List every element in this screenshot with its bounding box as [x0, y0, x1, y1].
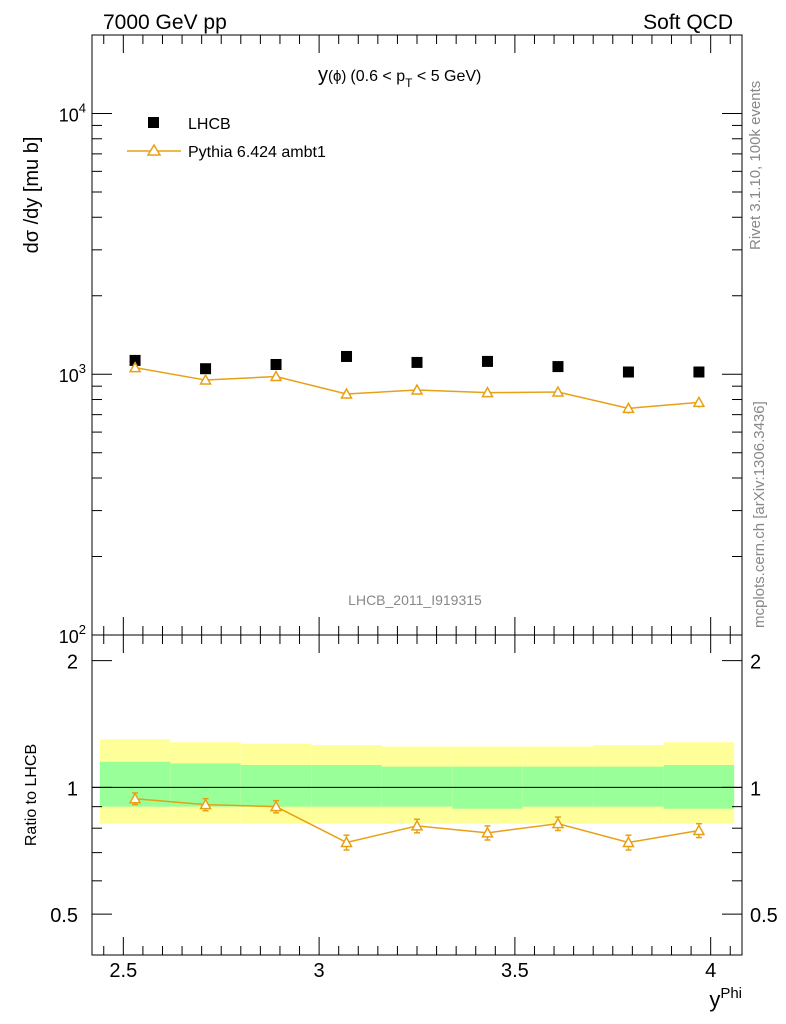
x-tick-label: 3: [314, 960, 325, 982]
main-plot-marks: [128, 350, 706, 414]
x-tick-label: 4: [705, 960, 716, 982]
lhcb-data-point: [411, 356, 423, 368]
main-y-tick-label-base: 10: [59, 366, 79, 386]
pythia-point: [340, 387, 353, 399]
band-inner-segment: [381, 766, 453, 807]
pythia-ratio-point: [199, 798, 212, 810]
pythia-point: [622, 401, 635, 414]
lhcb-data-point: [481, 355, 493, 367]
plot-title-phi: (ϕ): [328, 68, 346, 85]
pythia-point: [481, 386, 494, 398]
plot-title-range-post: < 5 GeV): [412, 68, 481, 85]
plot-title-y: y: [318, 64, 328, 86]
pythia-point: [128, 361, 142, 373]
pythia-point: [410, 383, 424, 395]
plot-title: y(ϕ) (0.6 < pT < 5 GeV): [318, 64, 481, 90]
main-y-tick-label-base: 10: [59, 105, 79, 125]
lhcb-data-point: [622, 366, 634, 378]
ratio-y-tick-label: 1: [67, 778, 78, 800]
band-inner-segment: [240, 765, 312, 807]
main-y-tick-label-base: 10: [59, 627, 79, 647]
main-y-tick-label-exp: 2: [79, 622, 86, 637]
x-axis-label-base: y: [709, 987, 720, 1012]
main-y-tick-label: 104: [59, 100, 86, 125]
ratio-bands: [99, 739, 735, 824]
ratio-plot-marks: [128, 792, 706, 851]
legend-label-lhcb: LHCB: [188, 116, 231, 133]
ratio-y-tick-label: 0.5: [50, 905, 78, 927]
x-axis-label-sup: Phi: [720, 985, 742, 1002]
header-left: 7000 GeV pp: [103, 11, 227, 34]
lhcb-data-point: [341, 350, 353, 362]
main-y-axis-label: dσ /dy [mu b]: [21, 137, 43, 254]
pythia-point: [199, 373, 212, 385]
lhcb-data-point: [693, 366, 705, 378]
legend-label-pythia: Pythia 6.424 ambt1: [188, 144, 326, 161]
main-y-tick-label-exp: 3: [79, 361, 86, 376]
pythia-ratio-point: [622, 835, 635, 848]
lhcb-data-point: [200, 363, 212, 375]
band-inner-segment: [593, 766, 664, 807]
plot-title-range-sub: T: [405, 76, 413, 90]
legend: LHCB Pythia 6.424 ambt1: [127, 116, 326, 161]
pythia-ratio-point: [481, 826, 494, 838]
source-reference-text: mcplots.cern.ch [arXiv:1306.3436]: [751, 401, 768, 628]
ratio-axis-ticks: 0.5 0.5 1 1 2 2 2.5 3 3.5 4: [50, 635, 778, 982]
pythia-ratio-point: [692, 823, 706, 836]
legend-marker-lhcb: [148, 117, 159, 128]
pythia-point: [269, 369, 283, 382]
legend-marker-pythia: [146, 143, 162, 156]
plot-title-range-pre: (0.6 < p: [350, 68, 405, 85]
lhcb-data-point: [129, 354, 141, 366]
rivet-version-text: Rivet 3.1.10, 100k events: [747, 81, 764, 250]
ratio-y-tick-label-right: 1: [750, 778, 761, 800]
band-inner-segment: [663, 765, 735, 809]
pythia-ratio-point: [551, 817, 565, 829]
x-axis-label: yPhi: [709, 985, 742, 1012]
lhcb-data-point: [270, 358, 282, 370]
ratio-y-tick-label-right: 0.5: [750, 905, 778, 927]
pythia-point: [551, 385, 565, 397]
header-right: Soft QCD: [643, 11, 733, 34]
x-tick-label: 3.5: [501, 960, 529, 982]
ratio-y-tick-label: 2: [67, 652, 78, 674]
band-inner-segment: [311, 765, 382, 807]
main-y-tick-label: 103: [59, 361, 86, 386]
band-inner-segment: [522, 766, 594, 807]
x-tick-label: 2.5: [109, 960, 137, 982]
ratio-y-tick-label-right: 2: [750, 652, 761, 674]
pythia-ratio-point: [340, 835, 353, 848]
main-y-tick-label: 102: [59, 622, 86, 647]
pythia-ratio-point: [410, 819, 424, 831]
ratio-y-axis-label: Ratio to LHCB: [23, 744, 40, 846]
pythia-point: [692, 395, 706, 408]
analysis-watermark: LHCB_2011_I919315: [348, 592, 482, 608]
pythia-ratio-point: [269, 800, 283, 812]
main-y-tick-label-exp: 4: [79, 100, 86, 115]
lhcb-data-point: [552, 361, 564, 373]
pythia-ratio-point: [128, 792, 142, 804]
